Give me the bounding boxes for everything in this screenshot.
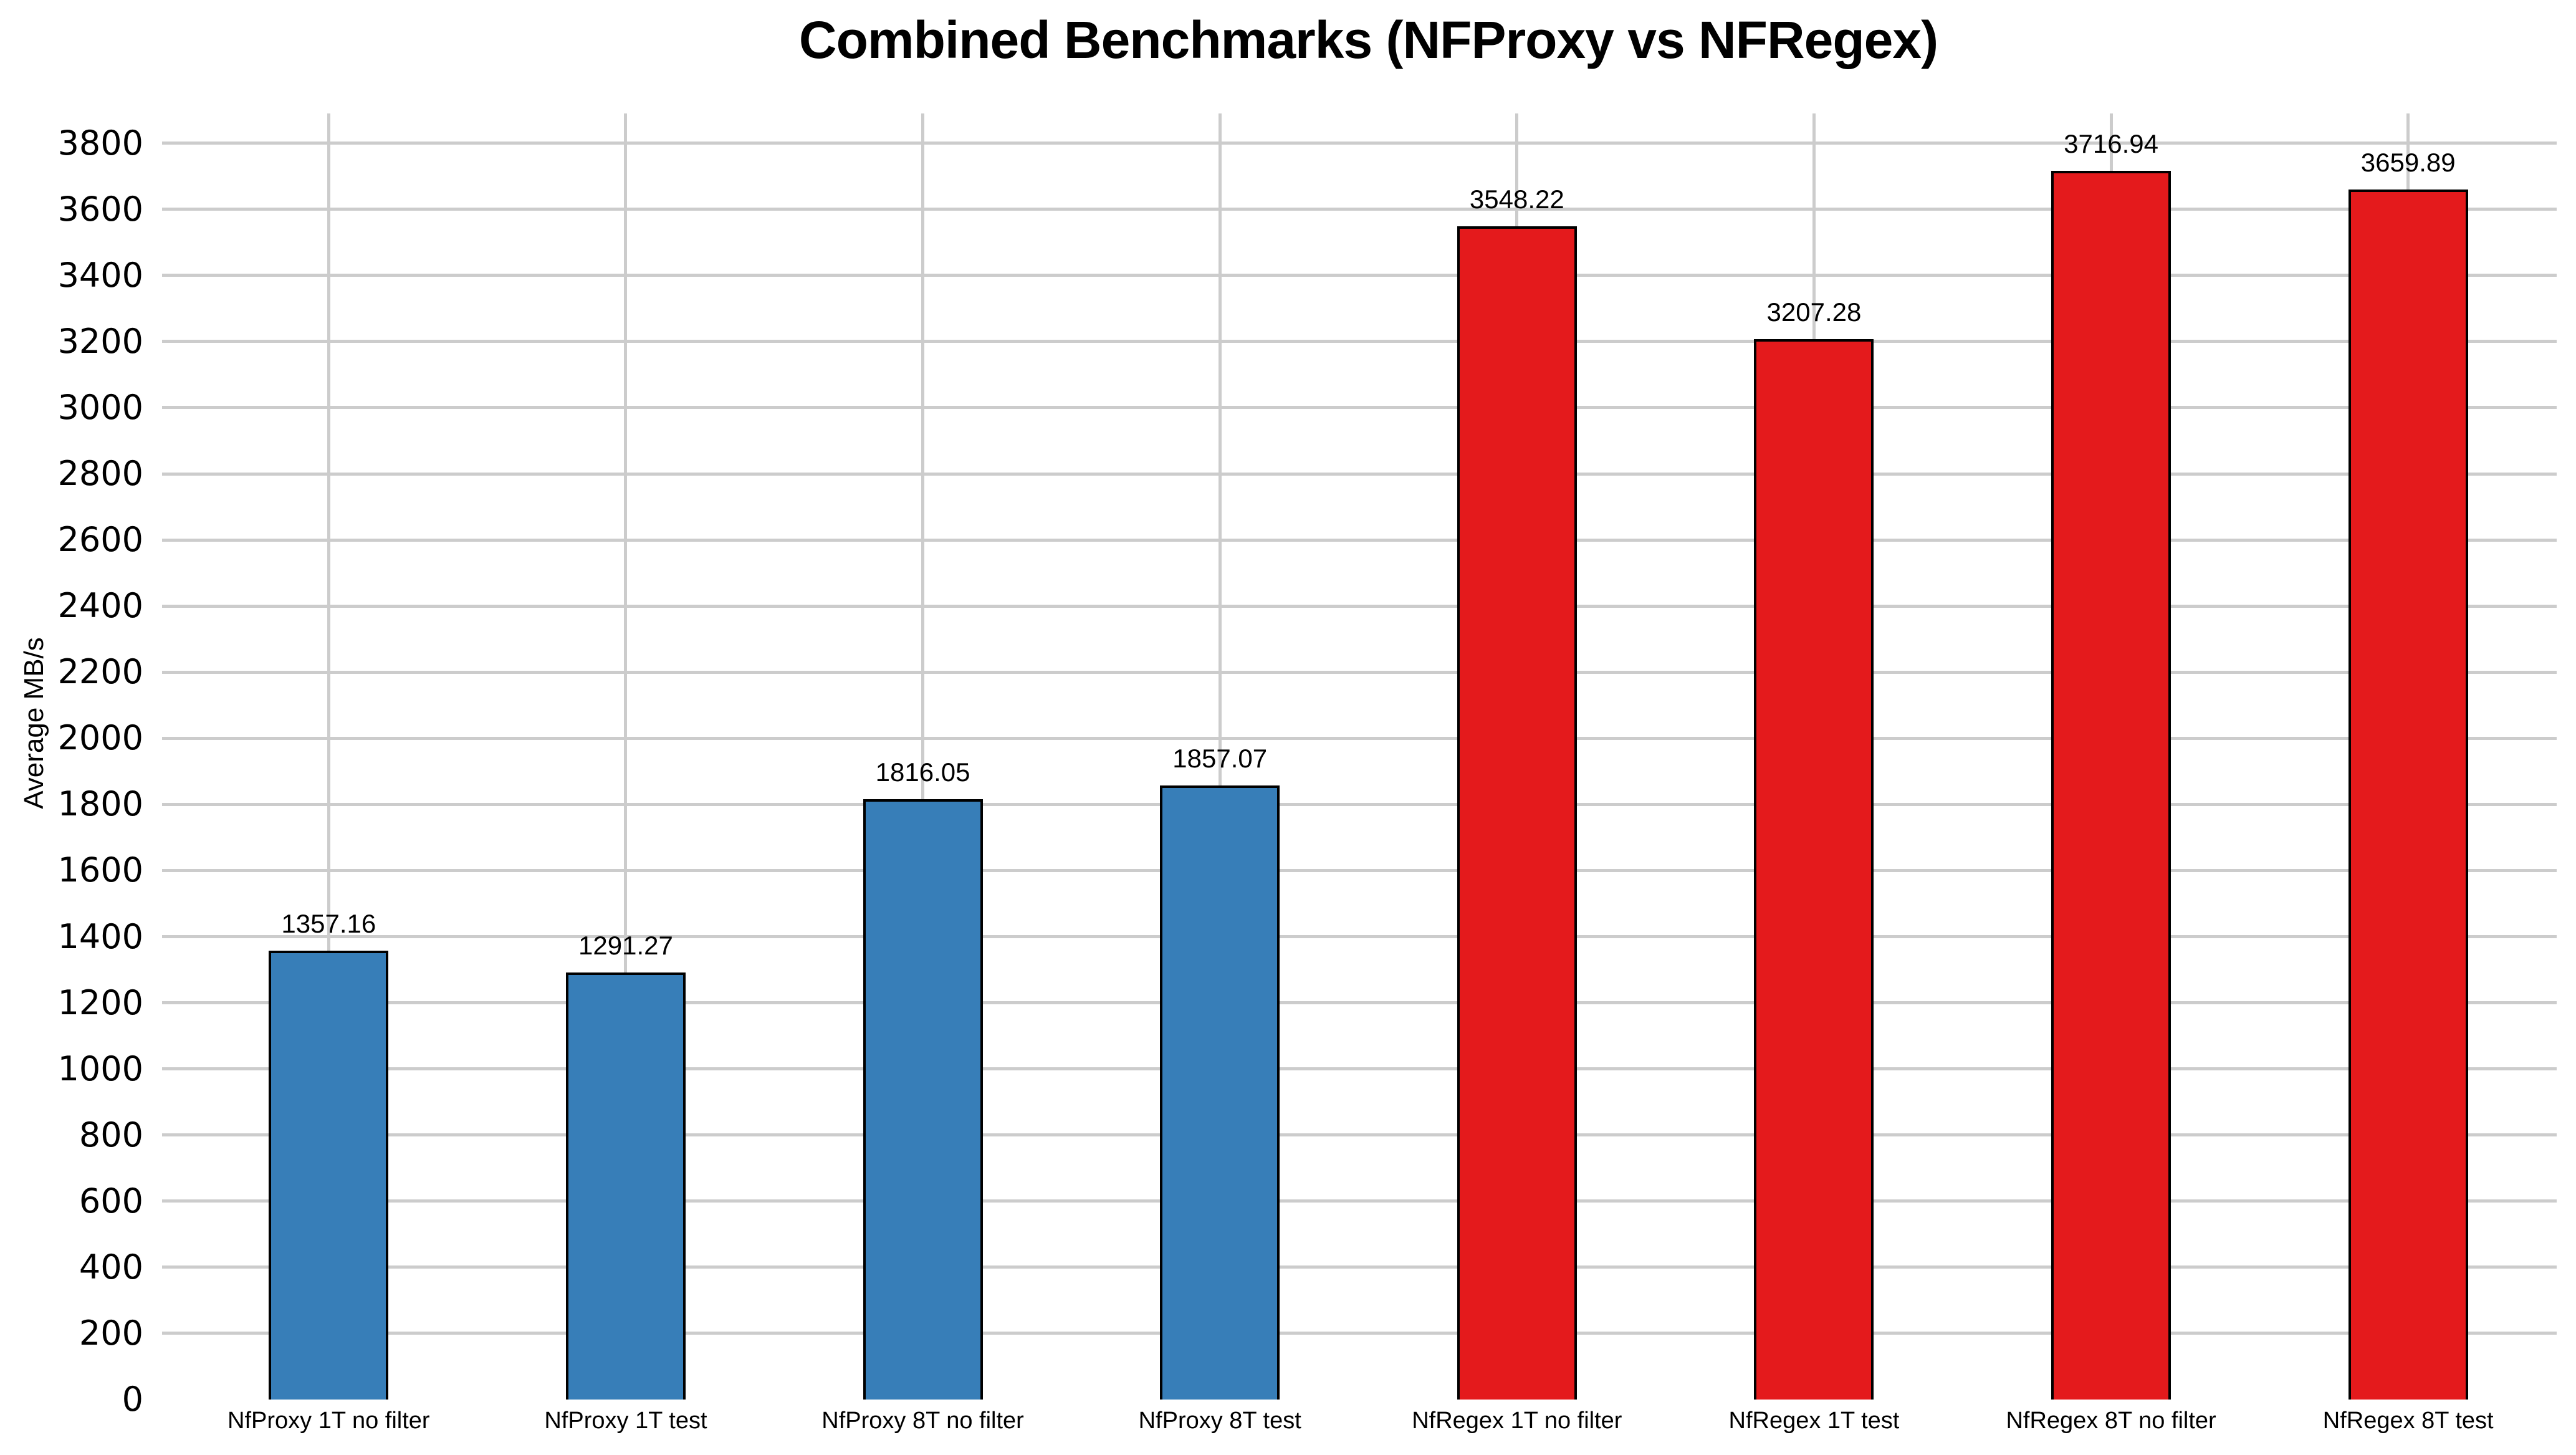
y-gridline <box>162 1265 2557 1269</box>
x-tick-label: NfProxy 1T test <box>544 1408 707 1434</box>
bar <box>1754 339 1874 1400</box>
y-tick-label: 3400 <box>57 255 143 295</box>
x-gridline <box>327 113 330 1400</box>
y-gridline <box>162 802 2557 806</box>
y-tick-label: 1200 <box>57 982 143 1022</box>
y-tick-label: 200 <box>79 1313 143 1353</box>
y-tick-label: 400 <box>79 1247 143 1287</box>
y-tick-label: 1600 <box>57 850 143 890</box>
bar-value-label: 1816.05 <box>875 757 970 787</box>
y-tick-label: 2000 <box>57 718 143 758</box>
x-tick-label: NfRegex 8T test <box>2322 1408 2494 1434</box>
y-gridline <box>162 604 2557 608</box>
bar <box>565 972 686 1400</box>
x-tick-label: NfProxy 8T no filter <box>821 1408 1024 1434</box>
y-tick-label: 1800 <box>57 784 143 824</box>
bar <box>2348 190 2468 1400</box>
y-tick-label: 2200 <box>57 652 143 692</box>
chart-title: Combined Benchmarks (NFProxy vs NFRegex) <box>798 11 1938 69</box>
y-tick-label: 1400 <box>57 916 143 956</box>
y-gridline <box>162 340 2557 343</box>
bar-value-label: 3548.22 <box>1469 185 1564 214</box>
y-gridline <box>162 868 2557 872</box>
y-tick-label: 2600 <box>57 520 143 560</box>
y-tick-label: 2400 <box>57 586 143 626</box>
y-tick-label: 2800 <box>57 454 143 494</box>
y-gridline <box>162 1133 2557 1137</box>
bar <box>863 799 983 1400</box>
bar-value-label: 1291.27 <box>578 931 673 961</box>
bar <box>2051 170 2171 1400</box>
y-gridline <box>162 1199 2557 1203</box>
y-tick-label: 3200 <box>57 321 143 361</box>
x-tick-label: NfRegex 1T test <box>1728 1408 1900 1434</box>
y-gridline <box>162 208 2557 211</box>
y-gridline <box>162 1332 2557 1335</box>
bar <box>269 951 389 1400</box>
bar-value-label: 3207.28 <box>1766 297 1862 327</box>
y-tick-label: 0 <box>122 1380 143 1419</box>
y-tick-label: 3800 <box>57 123 143 163</box>
bar-value-label: 1357.16 <box>281 909 376 939</box>
x-tick-label: NfProxy 1T no filter <box>227 1408 430 1434</box>
y-gridline <box>162 1067 2557 1071</box>
x-gridline <box>921 113 925 1400</box>
y-gridline <box>162 538 2557 542</box>
y-gridline <box>162 670 2557 674</box>
bar-value-label: 1857.07 <box>1172 744 1268 774</box>
x-tick-label: NfRegex 8T no filter <box>2006 1408 2216 1434</box>
y-gridline <box>162 1001 2557 1005</box>
bar <box>1457 226 1577 1400</box>
y-gridline <box>162 472 2557 476</box>
x-gridline <box>624 113 628 1400</box>
y-gridline <box>162 736 2557 740</box>
x-tick-label: NfRegex 1T no filter <box>1412 1408 1622 1434</box>
y-tick-label: 3000 <box>57 387 143 427</box>
bar-value-label: 3716.94 <box>2064 128 2158 158</box>
bar-value-label: 3659.89 <box>2360 148 2456 178</box>
x-gridline <box>1218 113 1222 1400</box>
y-gridline <box>162 406 2557 410</box>
y-tick-label: 600 <box>79 1181 143 1221</box>
y-gridline <box>162 142 2557 145</box>
y-tick-label: 3600 <box>57 189 143 229</box>
y-tick-label: 800 <box>79 1115 143 1155</box>
bar <box>1160 785 1280 1400</box>
x-tick-label: NfProxy 8T test <box>1138 1408 1301 1434</box>
y-tick-label: 1000 <box>57 1049 143 1088</box>
y-gridline <box>162 935 2557 939</box>
y-gridline <box>162 274 2557 277</box>
